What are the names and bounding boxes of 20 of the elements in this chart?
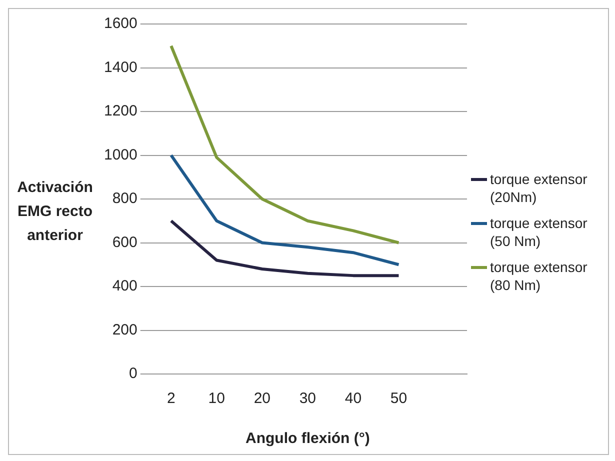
legend-label: torque extensor (80 Nm) (490, 258, 588, 294)
y-tick-label: 800 (112, 190, 138, 207)
y-tick-label: 0 (129, 364, 138, 382)
x-tick-label: 40 (344, 390, 362, 407)
y-tick-label: 400 (112, 277, 138, 294)
y-tick-label: 1600 (104, 14, 138, 32)
y-tick-label: 600 (112, 233, 138, 250)
x-tick-label: 10 (208, 390, 225, 407)
y-tick-label: 1200 (104, 102, 138, 120)
y-tick-label: 1000 (104, 146, 138, 163)
y-tick-label: 200 (112, 320, 138, 338)
x-axis-title: Angulo flexión (°) (246, 430, 370, 447)
y-tick-label: 1400 (104, 58, 138, 76)
x-tick-label: 20 (254, 390, 271, 407)
legend-label: torque extensor (20Nm) (490, 170, 588, 206)
x-tick-label: 2 (166, 390, 176, 407)
legend-label: torque extensor (50 Nm) (490, 214, 588, 250)
y-axis-title: Activación EMG recto anterior (16, 178, 94, 246)
x-tick-label: 30 (299, 390, 316, 407)
x-tick-label: 50 (390, 390, 408, 407)
